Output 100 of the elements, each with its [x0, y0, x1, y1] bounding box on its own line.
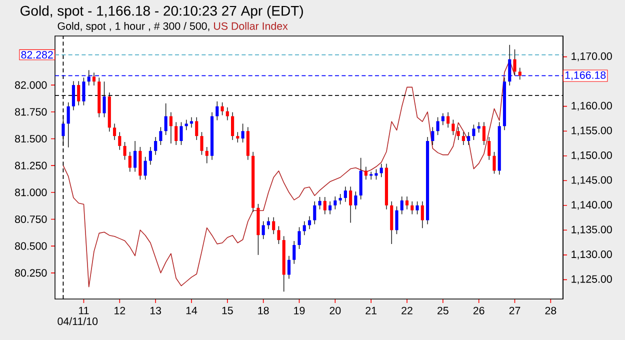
x-tick-label: 21 — [366, 306, 376, 314]
candlestick — [205, 146, 208, 164]
candlestick — [184, 119, 188, 130]
candlestick — [262, 220, 265, 240]
text: 04/11/10 — [58, 317, 98, 326]
x-tick-label: 18 — [258, 306, 269, 314]
y-tick-label: 81.250 — [15, 162, 47, 170]
text: US Dollar Index — [214, 22, 288, 30]
candlestick — [134, 140, 137, 172]
y2-tick-label: 1,170.00 — [572, 52, 612, 62]
ref-line-label: 1,166.18 — [565, 71, 606, 80]
candlestick — [518, 67, 522, 80]
y-tick-label: 80.500 — [15, 242, 47, 250]
y2-tick-label: 1,135.00 — [572, 226, 612, 235]
candlestick — [169, 112, 173, 144]
candlestick — [431, 126, 434, 146]
x-tick-label: 26 — [473, 306, 484, 314]
candlestick — [380, 163, 383, 178]
candlestick — [492, 152, 496, 174]
candlestick — [318, 196, 322, 210]
candlestick — [220, 102, 224, 116]
y2-tick-label: 1,145.00 — [572, 176, 612, 186]
candlestick — [236, 132, 240, 143]
candlestick — [416, 201, 419, 215]
candlestick — [374, 168, 378, 180]
candlestick — [436, 116, 440, 136]
candlestick — [410, 201, 414, 215]
candlestick — [395, 206, 398, 234]
candlestick — [298, 226, 301, 250]
candlestick — [472, 124, 476, 140]
x-tick-label: 11 — [79, 306, 89, 314]
candlestick — [231, 112, 234, 140]
y-tick-label: 82.000 — [15, 81, 47, 89]
candlestick — [477, 122, 480, 133]
candlestick — [292, 240, 296, 264]
x-tick-label: 27 — [509, 306, 520, 314]
x-tick-label: 14 — [186, 306, 198, 314]
candlestick — [323, 196, 326, 215]
candlestick — [349, 186, 352, 224]
y2-tick-label: 1,130.00 — [572, 250, 612, 260]
y-tick-label: 81.000 — [15, 188, 47, 196]
candlestick — [195, 116, 198, 140]
candlestick — [92, 72, 96, 86]
candlestick — [456, 126, 460, 140]
candlestick — [302, 220, 306, 236]
candlestick — [446, 112, 450, 128]
candlestick — [482, 122, 486, 146]
candlestick — [128, 152, 132, 172]
candlestick — [287, 256, 291, 280]
candlestick — [328, 201, 332, 215]
candlestick — [154, 136, 158, 156]
x-tick-label: 28 — [545, 306, 556, 314]
candlestick — [180, 122, 183, 146]
candlestick — [123, 142, 126, 160]
x-tick-label: 13 — [150, 306, 162, 314]
candlestick — [354, 191, 358, 210]
candlestick — [159, 126, 162, 146]
candlestick — [241, 123, 244, 143]
candlestick — [441, 112, 444, 126]
candlestick — [420, 201, 424, 229]
ref-line-label: 82.282 — [21, 51, 53, 59]
x-tick-label: 19 — [294, 306, 305, 314]
candlestick — [334, 196, 337, 210]
y2-tick-label: 1,160.00 — [572, 102, 612, 111]
candlestick — [344, 186, 347, 202]
y2-tick-label: 1,155.00 — [572, 126, 612, 136]
x-tick-label: 15 — [222, 306, 233, 314]
y2-tick-label: 1,125.00 — [572, 275, 612, 284]
candlestick — [266, 216, 270, 230]
candlestick — [400, 196, 404, 215]
x-tick-label: 22 — [402, 306, 412, 314]
x-tick-label: 25 — [438, 306, 448, 314]
candlestick — [144, 156, 147, 180]
candlestick — [216, 101, 219, 121]
candlestick — [462, 132, 465, 146]
chart-subtitle: Gold, spot , 1 hour , # 300 / 500, — [58, 22, 210, 32]
y2-tick-label: 1,140.00 — [572, 200, 612, 210]
candlestick — [174, 122, 178, 146]
y-tick-label: 81.500 — [15, 134, 47, 143]
candlestick — [452, 119, 455, 136]
candlestick — [272, 216, 276, 234]
x-tick-label: 12 — [114, 306, 126, 314]
candlestick — [200, 132, 204, 156]
candlestick — [338, 194, 342, 205]
candlestick — [313, 201, 316, 225]
candlestick — [488, 136, 491, 160]
candlestick — [308, 216, 312, 230]
y-tick-label: 80.250 — [15, 269, 47, 277]
candlestick — [148, 146, 152, 166]
candlestick — [513, 49, 516, 76]
candlestick — [190, 116, 194, 128]
candlestick — [467, 132, 470, 146]
candlestick — [164, 103, 168, 136]
chart-title: Gold, spot - 1,166.18 - 20:10:23 27 Apr (EDT) — [20, 5, 303, 19]
candlestick — [364, 166, 368, 180]
y-tick-label: 80.750 — [15, 215, 47, 224]
candlestick — [112, 123, 116, 140]
y2-tick-label: 1,150.00 — [572, 151, 612, 160]
candlestick — [277, 226, 280, 244]
x-tick-label: 20 — [330, 306, 341, 314]
